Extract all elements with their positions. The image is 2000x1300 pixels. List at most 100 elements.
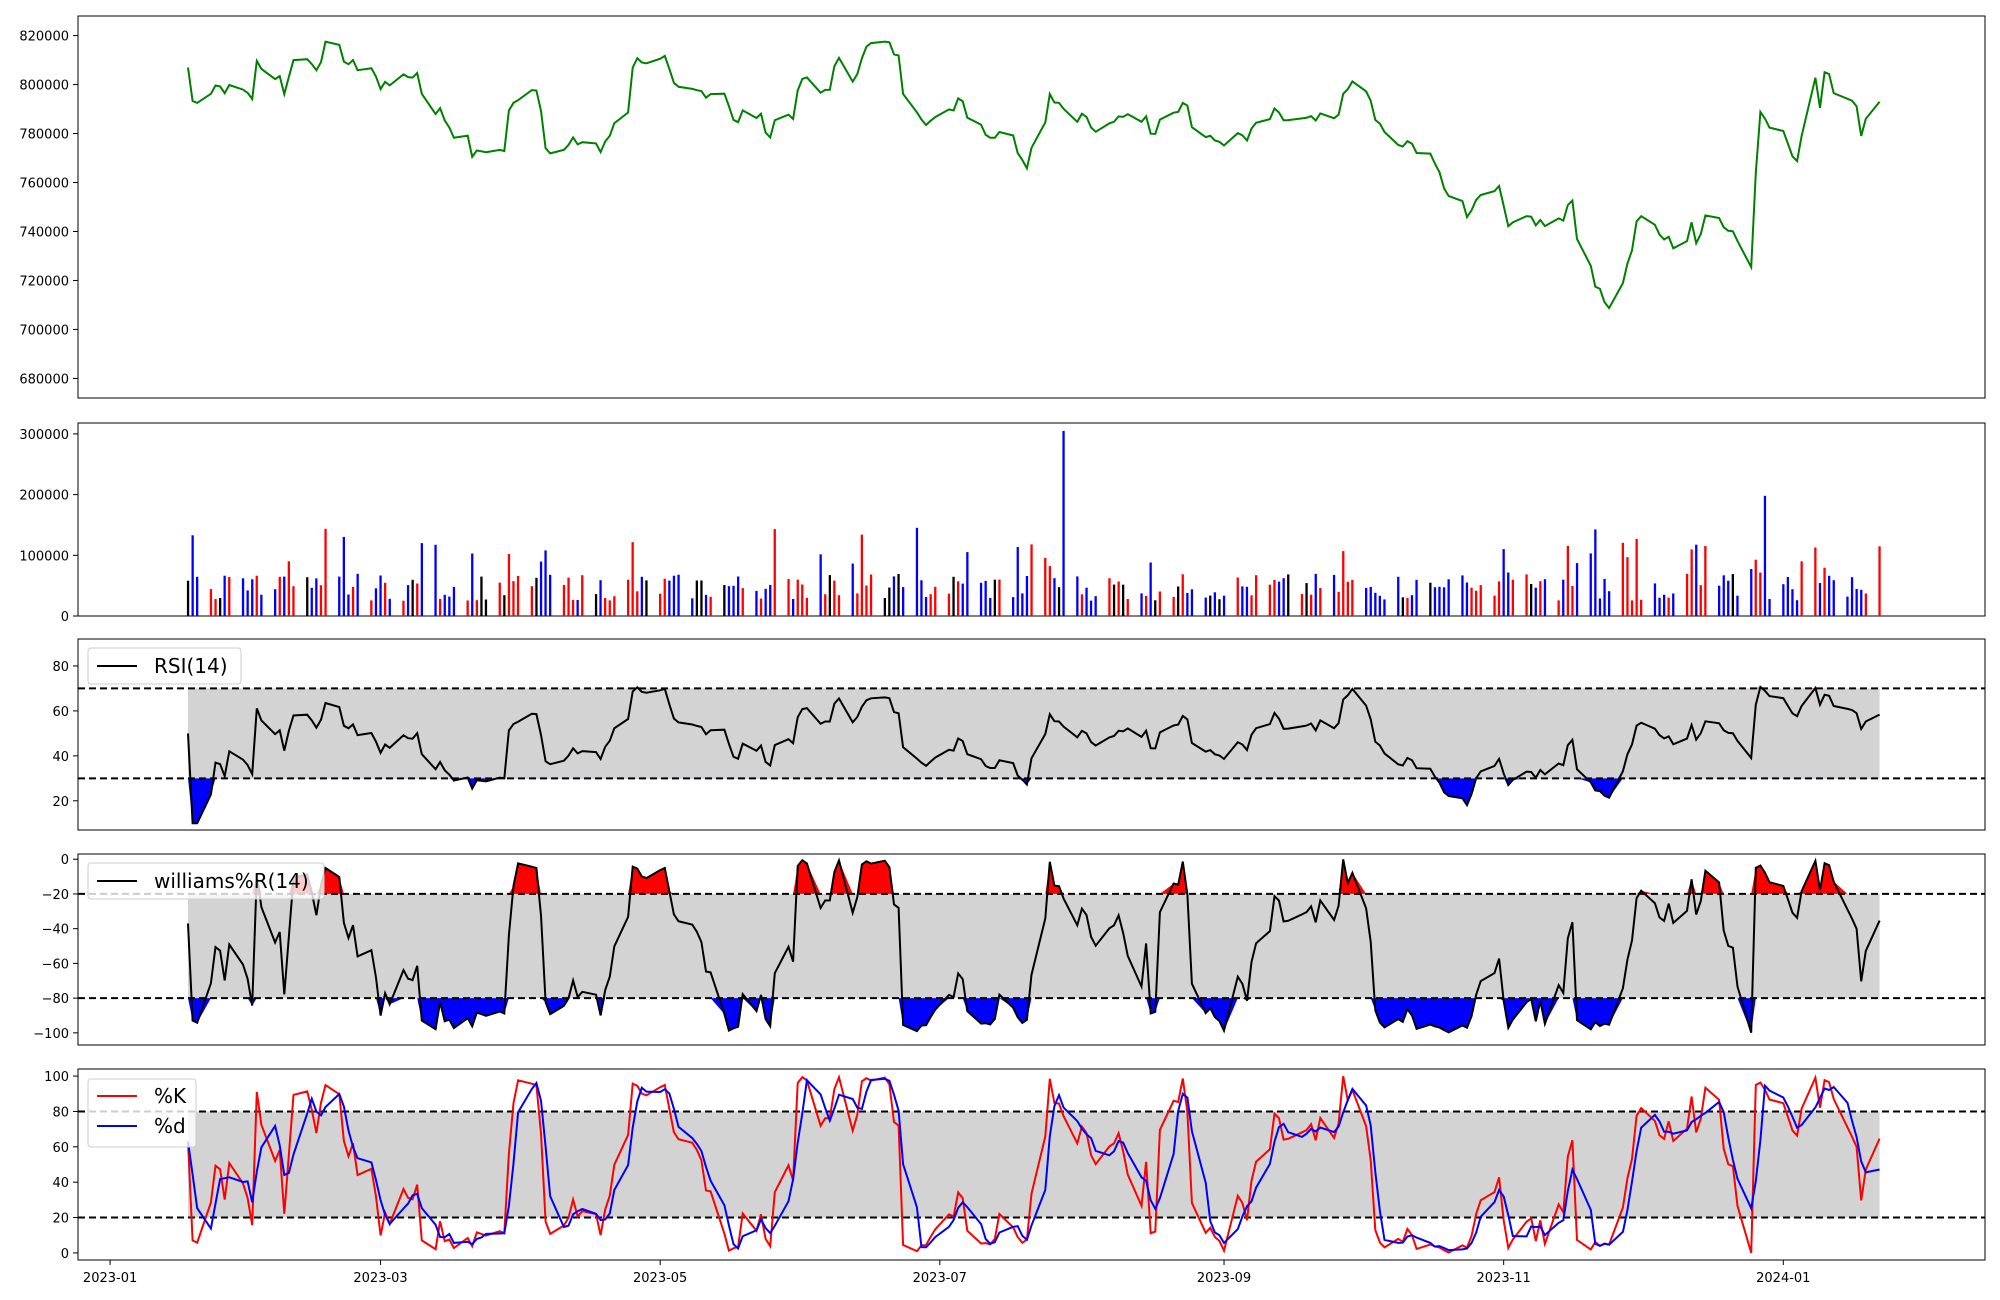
volume-bar <box>1750 569 1753 616</box>
volume-bar <box>549 574 552 616</box>
volume-bar <box>1704 545 1707 616</box>
volume-bar <box>998 579 1001 616</box>
volume-bar <box>448 596 451 616</box>
volume-bar <box>1172 596 1175 616</box>
volume-bar <box>640 576 643 616</box>
stochastic-ytick-label: 60 <box>52 1141 69 1156</box>
volume-bar <box>1640 599 1643 616</box>
volume-bar <box>663 578 666 616</box>
volume-bar <box>434 544 437 616</box>
volume-bar <box>351 586 355 616</box>
volume-bar <box>1122 584 1125 616</box>
volume-bar <box>370 600 373 616</box>
volume-bar <box>475 600 478 616</box>
volume-bar <box>792 599 795 616</box>
volume-ytick-label: 0 <box>61 610 69 625</box>
volume-bar <box>1791 589 1794 616</box>
volume-bar <box>1241 586 1244 616</box>
volume-bar <box>1438 586 1441 616</box>
volume-bar <box>737 576 740 616</box>
volume-bar <box>1621 542 1624 616</box>
price-ytick-label: 800000 <box>19 79 69 94</box>
volume-bar <box>1534 587 1537 616</box>
williams-legend-box <box>87 862 325 900</box>
volume-bar <box>1365 587 1368 616</box>
volume-bar <box>1186 593 1189 616</box>
volume-bar <box>1860 589 1863 616</box>
volume-bar <box>219 598 222 616</box>
volume-bar <box>1277 581 1281 616</box>
volume-bar <box>1213 592 1216 616</box>
volume-bar <box>672 575 676 616</box>
volume-bar <box>214 599 217 616</box>
williams-overbought-fill <box>188 859 1880 894</box>
williams-ytick-label: 0 <box>61 853 69 868</box>
volume-bar <box>1319 588 1322 616</box>
price-ytick-label: 780000 <box>19 128 69 143</box>
volume-bar <box>608 600 611 616</box>
volume-bar <box>691 598 694 616</box>
volume-bar <box>1108 578 1111 616</box>
volume-bar <box>356 573 359 616</box>
volume-bar <box>1236 577 1239 616</box>
volume-bar <box>255 575 258 616</box>
rsi-line <box>187 685 1881 825</box>
volume-bar <box>1653 583 1657 616</box>
volume-bar <box>439 598 442 616</box>
volume-bar <box>659 593 662 616</box>
volume-bar <box>1731 574 1734 616</box>
volume-bar <box>452 586 456 616</box>
volume-bar <box>732 585 735 616</box>
stochastic-band <box>188 1111 1880 1218</box>
williams-frame <box>77 853 1986 1046</box>
volume-bar <box>947 593 951 616</box>
volume-bar <box>310 587 313 616</box>
volume-bar <box>319 585 323 616</box>
volume-bar <box>1406 597 1409 616</box>
volume-bar <box>764 588 767 616</box>
rsi-ytick-label: 40 <box>52 750 69 765</box>
volume-bar <box>1461 575 1464 616</box>
volume-bar <box>1539 581 1542 616</box>
volume-bar <box>1658 597 1661 616</box>
volume-bar <box>1337 591 1340 616</box>
volume-bar <box>645 580 648 616</box>
volume-bar <box>1342 551 1345 616</box>
volume-bar <box>1044 557 1047 616</box>
williams-ytick-label: −20 <box>42 888 69 903</box>
volume-bar <box>1190 589 1194 616</box>
volume-bar <box>1245 586 1249 616</box>
volume-bar <box>516 576 520 616</box>
volume-bar <box>1314 573 1317 616</box>
volume-bar <box>1030 544 1033 616</box>
volume-bar <box>1667 597 1670 616</box>
volume-bar <box>636 591 639 616</box>
rsi-ytick-label: 80 <box>52 660 69 675</box>
price-ytick-label: 740000 <box>19 225 69 240</box>
volume-bar <box>228 577 231 616</box>
volume-bar <box>1378 595 1381 616</box>
stochastic-ytick-label: 0 <box>61 1247 69 1262</box>
stochastic-ytick-label: 100 <box>44 1070 69 1085</box>
volume-bar <box>929 594 932 616</box>
volume-bar <box>599 580 602 616</box>
williams-line <box>187 857 1881 1034</box>
volume-bar <box>897 574 900 616</box>
price-ytick-label: 700000 <box>19 323 69 338</box>
volume-bar <box>883 598 886 616</box>
rsi-oversold-fill <box>188 778 1880 824</box>
volume-bar <box>1754 559 1757 616</box>
volume-bar <box>723 585 726 616</box>
volume-bar <box>1598 598 1602 616</box>
williams-legend: williams%R(14) <box>87 862 325 900</box>
volume-bar <box>1571 585 1574 616</box>
rsi-legend: RSI(14) <box>87 647 242 685</box>
volume-bar <box>544 550 547 616</box>
volume-bar <box>411 579 414 616</box>
volume-bar <box>769 584 772 616</box>
williams-ytick-label: −100 <box>33 1027 69 1042</box>
volume-bar <box>420 543 423 616</box>
volume-bar <box>1768 599 1771 616</box>
volume-bar <box>535 577 538 616</box>
